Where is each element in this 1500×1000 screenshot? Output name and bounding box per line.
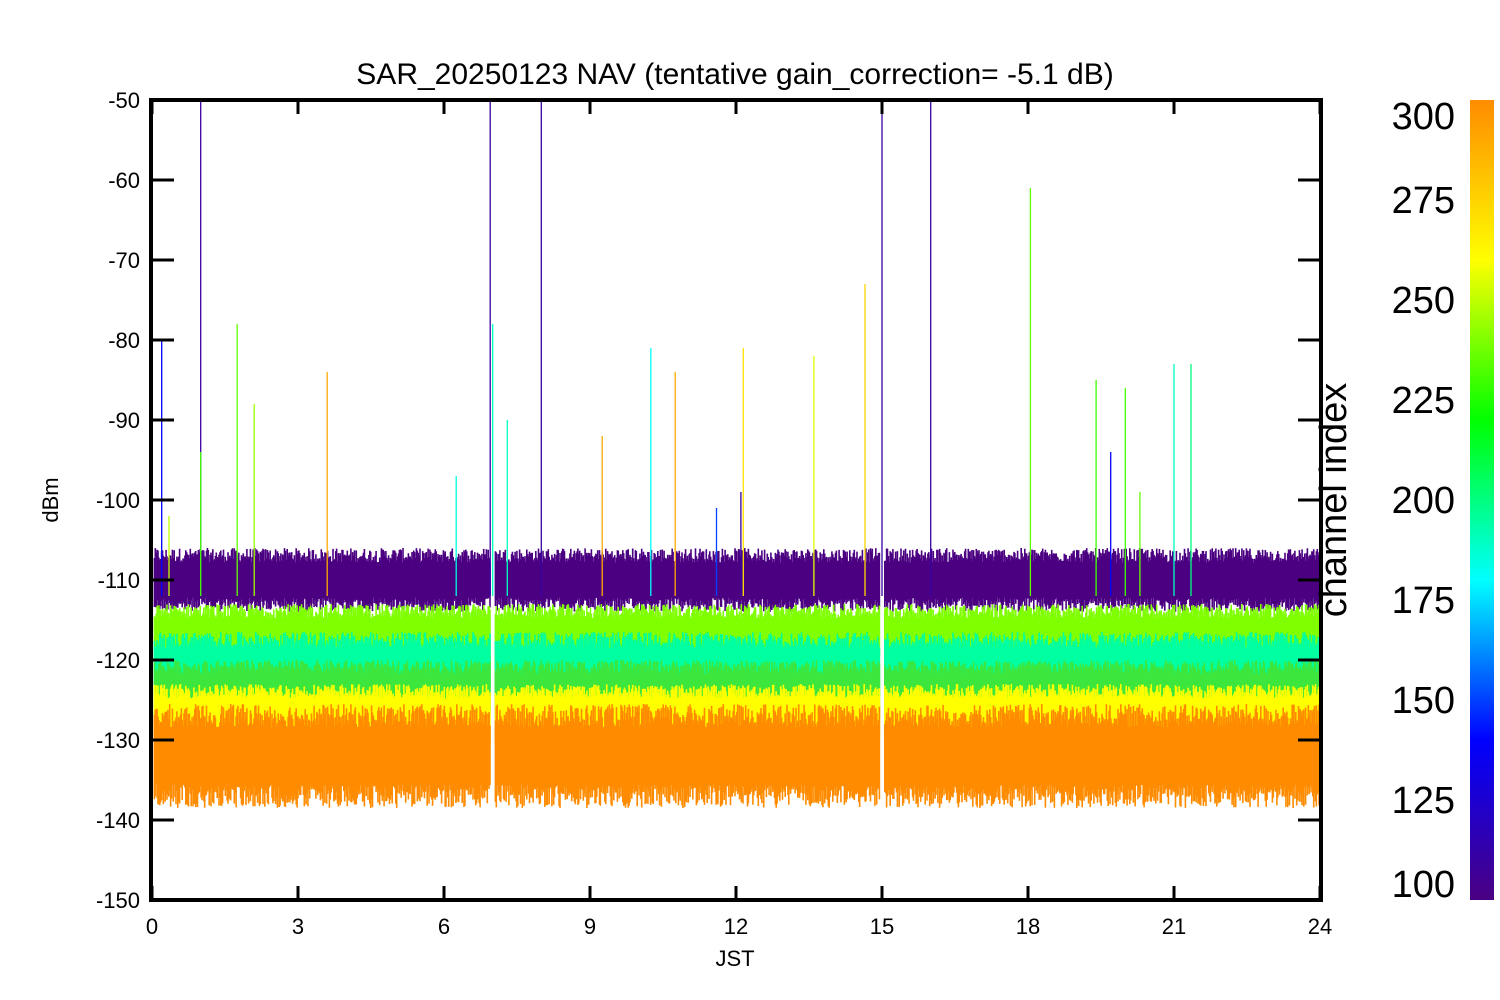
y-tick-label--130: -130 bbox=[96, 728, 140, 753]
y-tick-label--120: -120 bbox=[96, 648, 140, 673]
colorbar-tick-125: 125 bbox=[1392, 780, 1455, 822]
y-tick-label--70: -70 bbox=[108, 248, 140, 273]
colorbar-ticks: 300 275 250 225 200 175 150 125 100 bbox=[1392, 96, 1455, 906]
x-tick-label-18: 18 bbox=[1016, 914, 1040, 939]
y-axis-label: dBm bbox=[38, 477, 63, 522]
colorbar-tick-250: 250 bbox=[1392, 280, 1455, 322]
series-band-290 bbox=[153, 704, 1321, 808]
x-tick-label-0: 0 bbox=[146, 914, 158, 939]
colorbar-tick-225: 225 bbox=[1392, 380, 1455, 422]
y-tick-label--90: -90 bbox=[108, 408, 140, 433]
x-axis-label: JST bbox=[715, 946, 754, 971]
colorbar-tick-175: 175 bbox=[1392, 580, 1455, 622]
axes: 0 3 6 9 12 15 18 21 24 -50 -60 -70 -80 -90 -100 -110 -12… bbox=[96, 88, 1332, 939]
chart-title: SAR_20250123 NAV (tentative gain_correct… bbox=[356, 58, 1113, 91]
y-tick-label--50: -50 bbox=[108, 88, 140, 113]
x-tick-label-9: 9 bbox=[584, 914, 596, 939]
series-band-110 bbox=[153, 548, 1321, 612]
x-tick-label-21: 21 bbox=[1162, 914, 1186, 939]
x-tick-label-6: 6 bbox=[438, 914, 450, 939]
colorbar-tick-275: 275 bbox=[1392, 180, 1455, 222]
y-tick-label--140: -140 bbox=[96, 808, 140, 833]
x-tick-label-3: 3 bbox=[292, 914, 304, 939]
colorbar-tick-200: 200 bbox=[1392, 480, 1455, 522]
x-tick-label-12: 12 bbox=[724, 914, 748, 939]
colorbar-label: channel index bbox=[1313, 383, 1355, 618]
x-tick-label-15: 15 bbox=[870, 914, 894, 939]
y-tick-label--60: -60 bbox=[108, 168, 140, 193]
plot-area bbox=[153, 100, 1321, 808]
y-tick-label--100: -100 bbox=[96, 488, 140, 513]
colorbar bbox=[1470, 100, 1494, 900]
x-tick-label-24: 24 bbox=[1308, 914, 1332, 939]
y-tick-label--80: -80 bbox=[108, 328, 140, 353]
colorbar-tick-100: 100 bbox=[1392, 864, 1455, 906]
colorbar-tick-300: 300 bbox=[1392, 96, 1455, 138]
y-tick-label--110: -110 bbox=[98, 568, 140, 593]
colorbar-tick-150: 150 bbox=[1392, 680, 1455, 722]
y-tick-label--150: -150 bbox=[96, 888, 140, 913]
